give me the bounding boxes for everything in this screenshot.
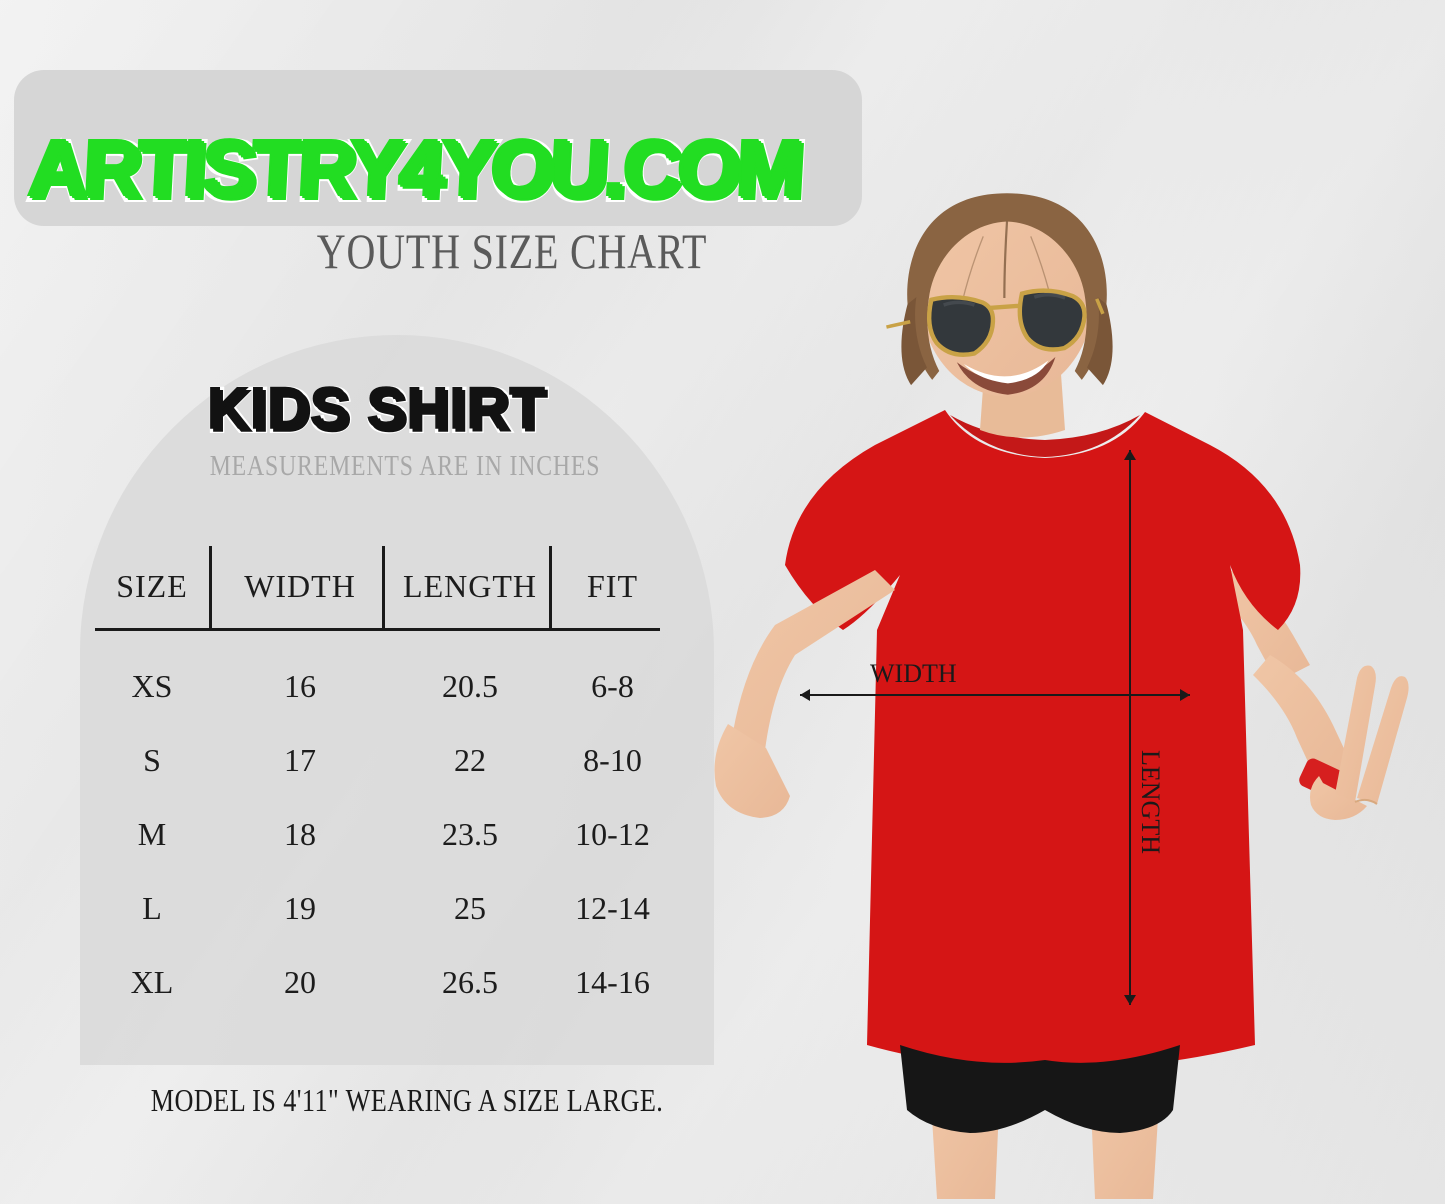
- svg-text:KIDS SHIRT: KIDS SHIRT: [210, 379, 549, 444]
- svg-text:LENGTH: LENGTH: [1136, 750, 1165, 854]
- svg-text:WIDTH: WIDTH: [870, 659, 957, 688]
